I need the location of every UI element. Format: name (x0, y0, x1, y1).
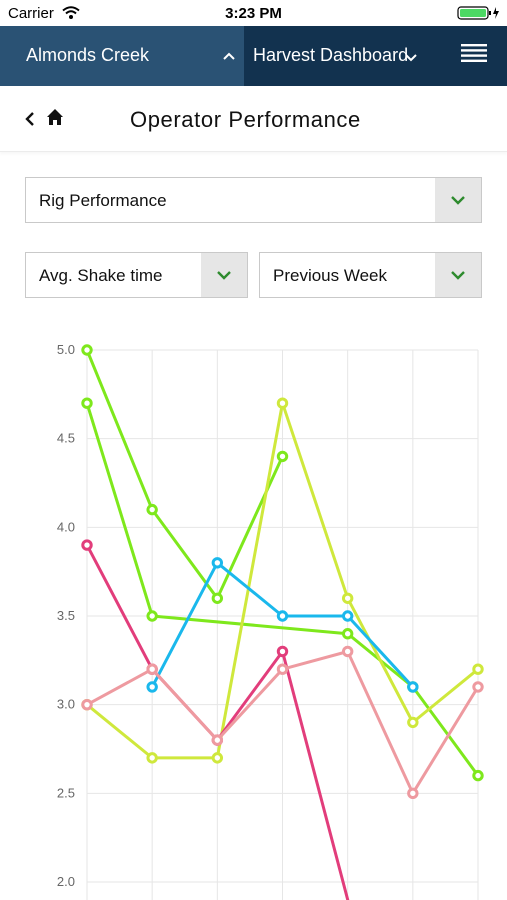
series-line (85, 348, 284, 600)
data-point (472, 681, 484, 693)
data-point (146, 681, 158, 693)
home-icon[interactable] (46, 108, 64, 131)
data-point (81, 344, 93, 356)
chevron-down-icon (404, 50, 418, 68)
report-select[interactable]: Rig Performance (25, 177, 482, 223)
data-point (341, 645, 354, 658)
report-select-value: Rig Performance (39, 191, 167, 210)
status-time: 3:23 PM (225, 5, 282, 22)
data-point (276, 663, 289, 675)
y-tick-label: 4.0 (57, 519, 75, 534)
dashboard-name: Harvest Dashboard (253, 45, 409, 65)
data-point (276, 645, 289, 658)
data-point (341, 592, 354, 604)
data-point (81, 698, 93, 711)
nav-bar: Almonds Creek Harvest Dashboard (0, 26, 507, 86)
data-point (146, 663, 158, 675)
dashboard-selector[interactable]: Harvest Dashboard (244, 26, 434, 86)
metric-select-toggle[interactable] (201, 253, 247, 297)
y-tick-label: 3.0 (57, 697, 75, 712)
report-select-toggle[interactable] (435, 178, 481, 222)
data-point (211, 557, 224, 569)
y-tick-label: 2.5 (57, 785, 75, 800)
period-select-toggle[interactable] (435, 253, 481, 297)
data-point (407, 681, 419, 693)
status-bar: Carrier 3:23 PM (0, 0, 507, 26)
y-tick-label: 5.0 (57, 342, 75, 357)
chevron-up-icon (222, 48, 236, 66)
data-point (472, 663, 484, 675)
menu-icon[interactable] (461, 43, 487, 68)
data-point (276, 610, 289, 622)
back-icon[interactable] (24, 111, 36, 132)
carrier-label: Carrier (8, 5, 54, 22)
y-tick-label: 3.5 (57, 608, 75, 623)
data-point (341, 628, 354, 640)
chevron-down-icon (217, 271, 231, 280)
period-select-value: Previous Week (273, 266, 388, 285)
data-point (341, 610, 354, 622)
period-select[interactable]: Previous Week (259, 252, 482, 298)
data-point (81, 539, 93, 551)
shake-time-chart: 5.0 4.5 4.0 3.5 3.0 2.5 2.0 (57, 342, 484, 900)
wifi-icon (62, 6, 80, 24)
y-tick-label: 2.0 (57, 874, 75, 889)
chevron-down-icon (451, 271, 465, 280)
data-point (211, 752, 224, 764)
data-point (81, 397, 93, 409)
data-point (146, 752, 158, 764)
metric-select[interactable]: Avg. Shake time (25, 252, 248, 298)
data-point (146, 610, 158, 622)
data-point (211, 734, 224, 746)
chevron-down-icon (451, 196, 465, 205)
farm-selector[interactable]: Almonds Creek (0, 26, 244, 86)
metric-select-value: Avg. Shake time (39, 266, 163, 285)
y-tick-label: 4.5 (57, 431, 75, 446)
data-point (211, 592, 224, 604)
farm-name: Almonds Creek (26, 45, 150, 65)
data-point (276, 450, 289, 463)
battery-icon (457, 6, 501, 25)
data-point (472, 769, 484, 782)
data-point (146, 503, 158, 516)
data-point (407, 716, 419, 729)
data-point (276, 397, 289, 409)
page-title: Operator Performance (130, 107, 361, 132)
data-point (407, 787, 419, 800)
page-header: Operator Performance (0, 86, 507, 152)
